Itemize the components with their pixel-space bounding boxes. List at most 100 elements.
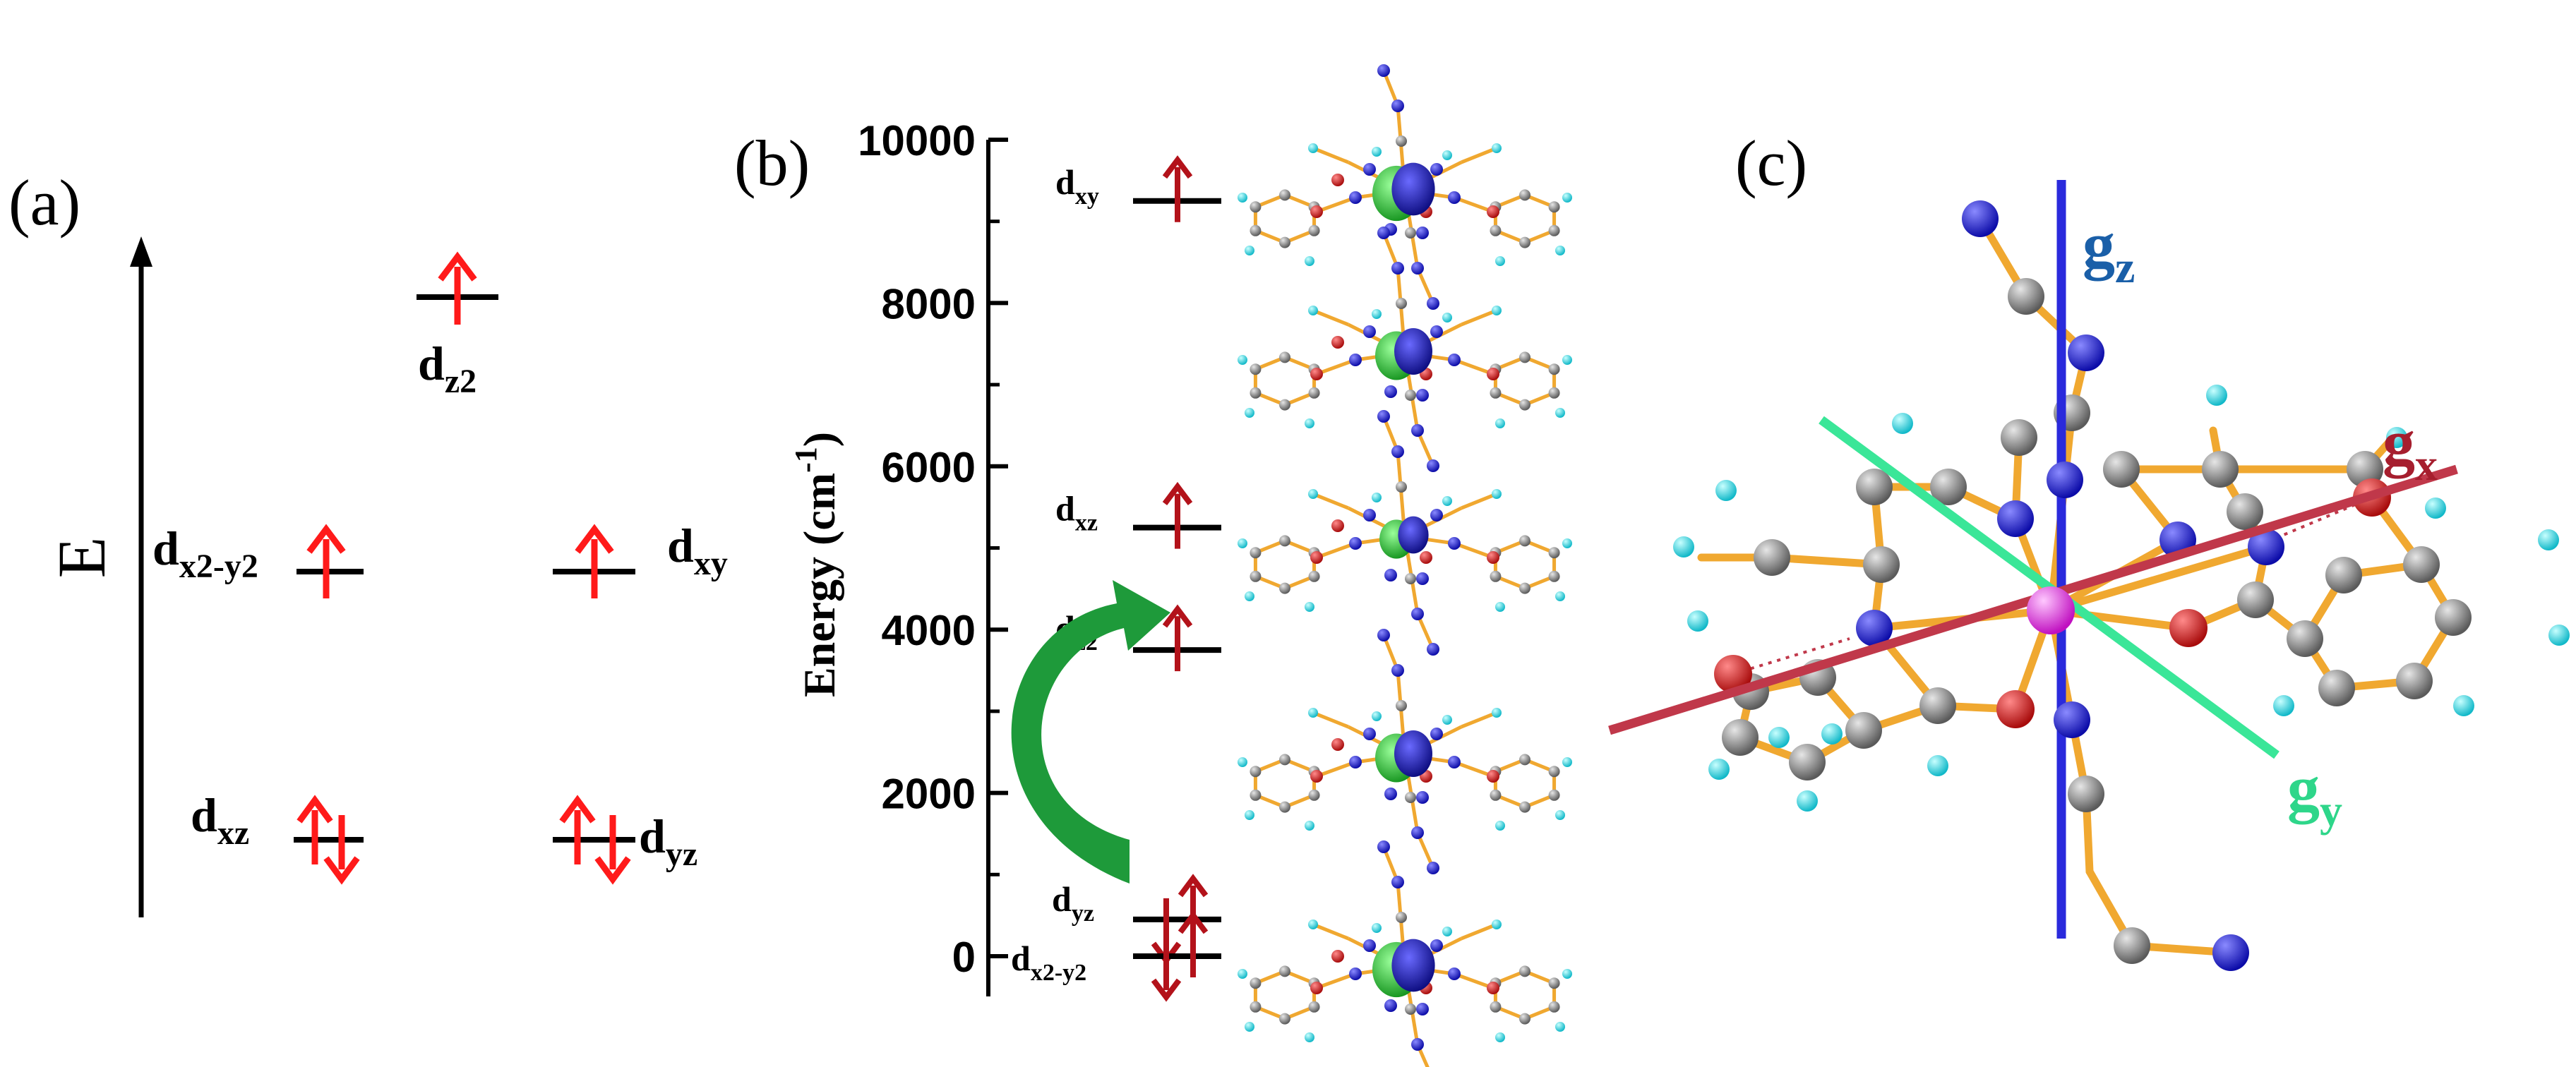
- molecule-structure: [1238, 410, 1572, 656]
- panel-c: (c) gz gx gy: [1608, 127, 2570, 971]
- orbital-label-xy: dxy: [667, 519, 728, 582]
- y-tick-label: 6000: [882, 444, 976, 491]
- spin-up-arrow: [1162, 155, 1193, 222]
- carbon-atom: [2318, 670, 2355, 706]
- metal-atom: [2027, 586, 2075, 634]
- xz-level: dxz: [191, 788, 364, 885]
- carbon-atom: [2396, 663, 2433, 699]
- spin-pair-arrows: [559, 795, 631, 885]
- hydrogen-atom: [2386, 427, 2407, 448]
- molecular-orbital-structures: [1238, 64, 1572, 1067]
- spin-pair-arrows: [296, 795, 360, 885]
- hydrogen-atom: [2273, 695, 2294, 716]
- spin-up-arrow: [1162, 481, 1193, 549]
- carbon-atom: [2325, 557, 2362, 593]
- level-x2-y2: dx2-y2: [1011, 910, 1221, 1002]
- carbon-atom: [2103, 451, 2140, 488]
- orbital-label-xz: dxz: [191, 788, 249, 852]
- orbital-lobe-blue: [1394, 328, 1432, 375]
- spin-pair-arrows: [1151, 910, 1209, 1002]
- nitrogen-atom: [1962, 200, 1999, 237]
- x2-y2-level: dx2-y2: [152, 522, 364, 598]
- carbon-atom: [1789, 744, 1826, 780]
- nitrogen-atom: [2212, 934, 2249, 971]
- carbon-atom: [2347, 451, 2383, 488]
- y-tick-label: 10000: [858, 117, 976, 164]
- energy-axis-label: E: [44, 537, 119, 579]
- hydrogen-atom: [2206, 385, 2227, 406]
- level-xz: dxz: [1055, 481, 1221, 549]
- orbital-lobe-blue: [1394, 730, 1432, 777]
- nitrogen-atom: [2054, 701, 2090, 738]
- panel-b-label: (b): [734, 127, 810, 199]
- level-xy: dxy: [1055, 155, 1221, 222]
- carbon-atom: [2287, 620, 2323, 657]
- orbital-label: dyz: [1052, 879, 1094, 927]
- yz-level: dyz: [553, 795, 697, 885]
- nitrogen-atom: [1856, 610, 1893, 646]
- orbital-label: dx2-y2: [1011, 939, 1086, 986]
- carbon-atom: [1919, 687, 1956, 724]
- carbon-atom: [1845, 712, 1882, 749]
- spin-up-arrow: [306, 524, 346, 598]
- hydrogen-atom: [1673, 536, 1694, 557]
- molecule-structure: [1238, 629, 1572, 874]
- nitrogen-atom: [2047, 462, 2083, 498]
- orbital-label-x2-y2: dx2-y2: [152, 522, 258, 585]
- oxygen-atom: [2169, 609, 2207, 647]
- hydrogen-atom: [1708, 759, 1730, 780]
- carbon-atom: [1863, 546, 1900, 583]
- gx-label: gx: [2383, 406, 2438, 490]
- y-tick-label: 4000: [882, 607, 976, 654]
- molecule-front-atoms: [2027, 462, 2090, 738]
- energy-levels: dxydxzdz2dyzdx2-y2: [1011, 155, 1221, 1002]
- carbon-atom: [2068, 776, 2104, 812]
- hydrogen-atom: [2538, 529, 2559, 550]
- xy-level: dxy: [553, 519, 728, 598]
- hydrogen-atom: [1768, 727, 1790, 748]
- carbon-atom: [1856, 469, 1893, 505]
- panel-c-label: (c): [1735, 127, 1807, 199]
- orbital-label-z2: dz2: [418, 337, 477, 400]
- hydrogen-atom: [1687, 610, 1708, 632]
- hydrogen-atom: [1892, 413, 1913, 434]
- carbon-atom: [1930, 469, 1967, 505]
- energy-axis-arrowhead: [130, 236, 152, 267]
- y-tick-label: 2000: [882, 771, 976, 818]
- orbital-label-yz: dyz: [639, 809, 697, 873]
- hydrogen-atom: [1797, 790, 1818, 812]
- spin-up-arrow: [1162, 604, 1193, 672]
- orbital-label: dxy: [1055, 162, 1099, 210]
- molecule-structure: [1238, 840, 1572, 1067]
- carbon-atom: [2008, 278, 2044, 315]
- hydrogen-atom: [1715, 480, 1737, 501]
- panel-a: (a) E dz2 dx2-y2: [8, 167, 728, 917]
- y-axis-ticks: 0 2000 4000 6000 8000 10000: [858, 117, 1008, 981]
- spin-up-arrow: [575, 524, 614, 598]
- y-tick-label: 0: [952, 934, 976, 981]
- carbon-atom: [2114, 927, 2150, 964]
- hydrogen-atom: [2425, 498, 2446, 519]
- y-tick-label: 8000: [882, 280, 976, 327]
- carbon-atom: [2001, 419, 2037, 456]
- orbital-label: dxz: [1055, 489, 1098, 536]
- hydrogen-bond: [1732, 637, 1850, 675]
- orbital-lobe-blue: [1398, 516, 1429, 554]
- panel-b: (b) 0 2000 4000 6000 8000 10000 Energy (cm-1)…: [734, 64, 1572, 1067]
- carbon-atom: [2227, 493, 2263, 530]
- z2-level: dz2: [417, 251, 498, 400]
- carbon-atom: [2237, 581, 2274, 618]
- oxygen-atom: [1714, 655, 1752, 693]
- carbon-atom: [1722, 719, 1759, 756]
- carbon-atom: [2435, 599, 2472, 636]
- y-axis-title: Energy (cm-1): [789, 432, 844, 697]
- carbon-atom: [2202, 451, 2239, 488]
- molecule-3d-model: [1673, 200, 2570, 971]
- hydrogen-atom: [2453, 695, 2474, 716]
- hydrogen-atom: [1927, 755, 1948, 776]
- molecule-structure: [1238, 227, 1572, 472]
- orbital-lobe-blue: [1391, 162, 1435, 216]
- oxygen-atom: [1996, 690, 2035, 728]
- nitrogen-atom: [2248, 529, 2284, 565]
